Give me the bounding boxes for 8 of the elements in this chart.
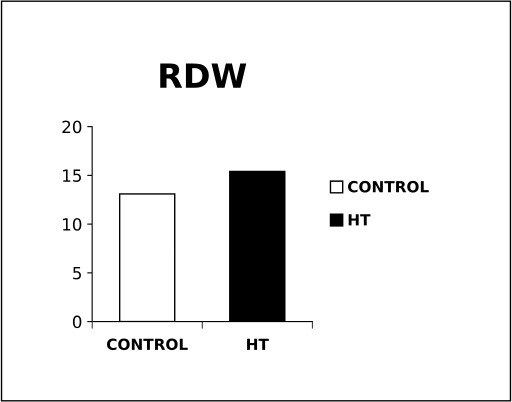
y-tick-label: 15 xyxy=(63,170,81,182)
y-tick-label: 20 xyxy=(62,120,82,134)
legend-label: CONTROL xyxy=(348,180,429,192)
legend-label: HT xyxy=(348,214,370,226)
y-tick-label: 10 xyxy=(63,218,82,231)
chart-title: RDW xyxy=(160,63,246,88)
y-tick-label: 0 xyxy=(72,316,82,328)
y-tick-label: 5 xyxy=(73,267,81,280)
